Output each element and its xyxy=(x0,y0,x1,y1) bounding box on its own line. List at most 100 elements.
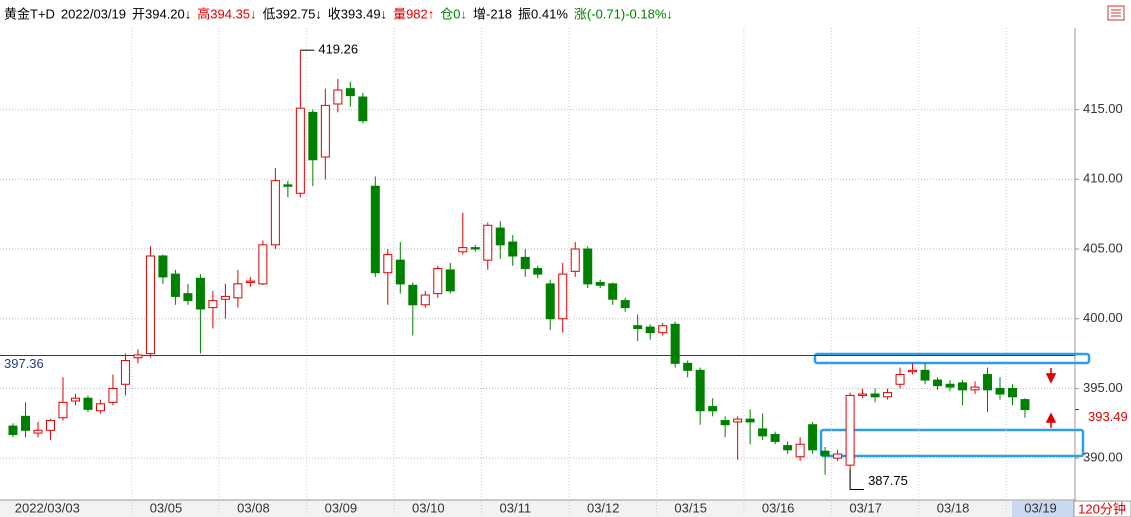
candle-body xyxy=(683,362,693,371)
candle-body xyxy=(558,273,568,320)
header-item: 涨(-0.71)-0.18%↓ xyxy=(574,6,673,21)
x-tick-label: 03/08 xyxy=(237,500,270,515)
candle-body xyxy=(695,369,705,412)
y-tick-label: 390.00 xyxy=(1083,450,1123,465)
candle-body xyxy=(433,268,443,295)
candle-body xyxy=(383,254,393,274)
candle-body xyxy=(270,180,280,246)
x-tick-label: 03/15 xyxy=(674,500,707,515)
x-tick-label: 2022/03/03 xyxy=(15,500,80,515)
x-tick-label: 03/12 xyxy=(587,500,620,515)
candle-body xyxy=(95,403,105,412)
candle-body xyxy=(845,394,855,466)
down-arrow xyxy=(1045,368,1057,384)
candle-body xyxy=(870,393,880,398)
candle-body xyxy=(545,283,555,320)
candle-body xyxy=(795,443,805,458)
candle-body xyxy=(370,185,380,274)
candle-body xyxy=(933,379,943,387)
y-tick-label: 395.00 xyxy=(1083,380,1123,395)
candle-body xyxy=(70,397,80,402)
candle-body xyxy=(745,418,755,423)
date-highlight xyxy=(1012,501,1074,517)
candle-body xyxy=(308,111,318,161)
candle-body xyxy=(658,325,668,334)
candle-body xyxy=(995,387,1005,395)
candle-body xyxy=(970,386,980,391)
candle-body xyxy=(808,424,818,451)
candle-body xyxy=(108,387,118,403)
period: 120分钟 xyxy=(1078,501,1126,516)
candle-body xyxy=(133,354,143,359)
candle-body xyxy=(420,294,430,306)
low-leader xyxy=(849,469,865,491)
candle-body xyxy=(958,382,968,391)
header-item: 高394.35↓ xyxy=(197,6,256,21)
header-item: 开394.20↓ xyxy=(132,6,191,21)
candle-body xyxy=(858,393,868,396)
candle-body xyxy=(145,255,155,355)
candle-body xyxy=(670,323,680,364)
candle-body xyxy=(295,107,305,194)
candle-body xyxy=(58,401,68,419)
candle-body xyxy=(633,325,643,329)
x-tick-label: 03/05 xyxy=(150,500,183,515)
candle-body xyxy=(833,453,843,459)
y-tick-label: 405.00 xyxy=(1083,240,1123,255)
header-item: 量982↑ xyxy=(393,6,434,21)
candle-body xyxy=(820,450,830,456)
candle-body xyxy=(520,256,530,270)
candle-body xyxy=(158,255,168,278)
candle-body xyxy=(333,89,343,105)
candle-body xyxy=(758,428,768,437)
candle-body xyxy=(8,425,18,435)
last-price-label: 393.49 xyxy=(1088,409,1128,424)
x-tick-label: 03/17 xyxy=(849,500,882,515)
candle-body xyxy=(345,88,355,97)
x-tick-label: 03/09 xyxy=(325,500,358,515)
x-tick-label: 03/10 xyxy=(412,500,445,515)
candle-body xyxy=(595,281,605,286)
candle-body xyxy=(620,300,630,309)
candle-body xyxy=(533,268,543,275)
candle-body xyxy=(195,277,205,310)
candle-body xyxy=(895,374,905,385)
candle-body xyxy=(483,224,493,261)
candle-body xyxy=(920,369,930,381)
header-item: 振0.41% xyxy=(518,6,568,21)
high-label: 419.26 xyxy=(318,42,358,57)
up-arrow xyxy=(1045,412,1057,428)
candle-body xyxy=(570,248,580,272)
candle-body xyxy=(183,293,193,302)
candle-body xyxy=(508,241,518,257)
candle-body xyxy=(720,420,730,426)
candle-body xyxy=(908,369,918,373)
candle-body xyxy=(733,418,743,423)
candle-body xyxy=(170,273,180,297)
header-item: 仓0↓ xyxy=(440,6,467,21)
candle-body xyxy=(283,184,293,187)
period-box xyxy=(1073,500,1131,517)
candle-body xyxy=(470,247,480,250)
candle-body xyxy=(458,247,468,253)
low-label: 387.75 xyxy=(868,473,908,488)
x-tick-label: 03/19 xyxy=(1024,500,1057,515)
candle-body xyxy=(408,284,418,306)
date-bar xyxy=(0,500,1075,517)
y-tick-label: 400.00 xyxy=(1083,310,1123,325)
header-item: 黄金T+D xyxy=(4,6,55,21)
candle-body xyxy=(33,429,43,434)
candle-body xyxy=(1008,387,1018,398)
y-tick-label: 410.00 xyxy=(1083,171,1123,186)
candle-body xyxy=(945,383,955,388)
drawn-box xyxy=(819,428,1085,458)
y-tick-label: 415.00 xyxy=(1083,101,1123,116)
header-item: 增-218 xyxy=(473,6,512,21)
reference-label: 397.36 xyxy=(4,356,44,371)
header-item: 收393.49↓ xyxy=(328,6,387,21)
candle-body xyxy=(708,406,718,412)
x-tick-label: 03/18 xyxy=(937,500,970,515)
candle-body xyxy=(358,96,368,122)
header-item: 低392.75↓ xyxy=(263,6,322,21)
